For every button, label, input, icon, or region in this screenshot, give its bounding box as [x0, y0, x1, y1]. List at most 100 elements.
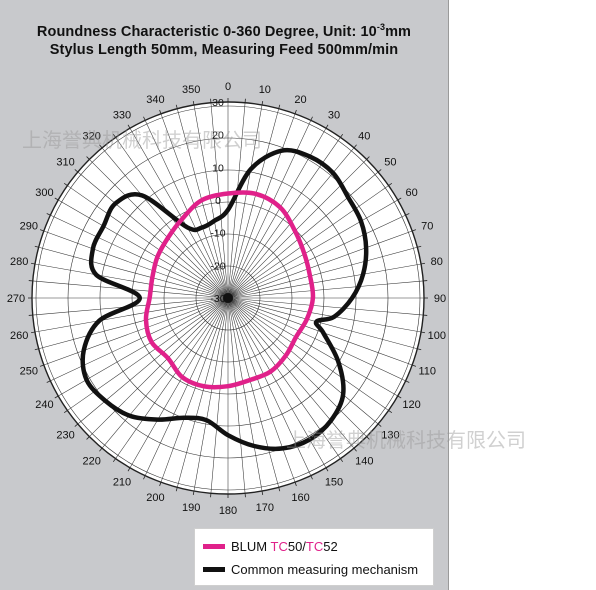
grid-spoke: [144, 120, 229, 299]
grid-outer-tick: [39, 229, 44, 232]
angle-tick-label: 30: [328, 109, 340, 121]
grid-spoke: [177, 297, 229, 488]
angle-tick-label: 60: [405, 187, 417, 199]
grid-outer-tick: [34, 245, 39, 248]
grid-outer-tick: [143, 475, 146, 480]
grid-spoke: [129, 297, 229, 468]
angle-tick-label: 350: [182, 84, 200, 96]
legend-label-common: Common measuring mechanism: [231, 561, 419, 577]
grid-outer-tick: [353, 144, 357, 149]
angle-tick-label: 150: [325, 477, 343, 489]
grid-outer-tick: [366, 436, 370, 440]
grid-spoke: [129, 128, 229, 299]
legend-item-blum: BLUM TC50/TC52: [203, 536, 338, 556]
grid-outer-tick: [294, 482, 297, 487]
grid-outer-tick: [46, 213, 51, 216]
grid-outer-tick: [310, 116, 313, 121]
grid-outer-tick: [30, 331, 36, 334]
angle-tick-label: 90: [434, 293, 446, 305]
grid-spoke: [227, 280, 424, 299]
radial-tick-label: -30: [210, 293, 225, 305]
grid-outer-tick: [34, 348, 39, 351]
grid-spoke: [227, 104, 263, 299]
grid-spoke: [227, 297, 296, 483]
angle-tick-label: 340: [146, 94, 164, 106]
legend-swatch-blum: [203, 543, 225, 549]
chart-title-line2: Stylus Length 50mm, Measuring Feed 500mm…: [49, 42, 399, 58]
grid-outer-tick: [397, 197, 402, 201]
chart-panel: Roundness Characteristic 0-360 Degree, U…: [0, 0, 526, 590]
radial-tick-label: 30: [212, 97, 224, 109]
grid-outer-tick: [159, 109, 162, 114]
grid-outer-tick: [175, 487, 178, 492]
grid-spoke: [227, 247, 418, 299]
grid-outer-tick: [417, 348, 422, 351]
grid-outer-tick: [377, 169, 382, 173]
grid-spoke: [89, 297, 229, 437]
angle-tick-label: 0: [225, 81, 231, 93]
grid-outer-tick: [127, 467, 131, 472]
legend-label-blum: BLUM TC50/TC52: [231, 538, 338, 554]
watermark-bottom: 上海誉典机械科技有限公司: [286, 430, 526, 452]
polar-chart: 0 102030405060708090100110120130140150160…: [7, 81, 446, 517]
grid-outer-tick: [412, 364, 417, 367]
grid-spoke: [193, 297, 229, 492]
angle-tick-label: 120: [402, 399, 420, 411]
grid-spoke: [89, 159, 229, 299]
grid-spoke: [101, 297, 229, 449]
grid-outer-tick: [63, 182, 68, 186]
grid-outer-tick: [417, 245, 422, 248]
radial-tick-label: -20: [210, 260, 225, 272]
legend: BLUM TC50/TC52 Common measuring mechanis…: [194, 528, 434, 586]
grid-spoke: [227, 297, 367, 437]
grid-spoke: [227, 297, 355, 449]
angle-tick-label: 230: [56, 429, 74, 441]
grid-spoke: [227, 113, 296, 299]
grid-spoke: [227, 297, 422, 333]
angle-tick-label: 240: [35, 399, 53, 411]
grid-spoke: [227, 214, 406, 299]
grid-spoke: [227, 297, 389, 411]
angle-tick-label: 310: [56, 157, 74, 169]
grid-spoke: [227, 297, 263, 492]
angle-tick-label: 80: [431, 256, 443, 268]
grid-spoke: [227, 297, 424, 316]
grid-outer-tick: [278, 487, 281, 492]
grid-spoke: [144, 297, 229, 476]
grid-outer-tick: [39, 364, 44, 367]
grid-outer-tick: [30, 262, 36, 265]
grid-outer-tick: [388, 182, 393, 186]
grid-outer-tick: [261, 100, 264, 106]
grid-spoke: [67, 185, 229, 299]
grid-spoke: [193, 104, 229, 299]
grid-spoke: [227, 297, 246, 494]
grid-spoke: [38, 247, 229, 299]
grid-spoke: [210, 297, 229, 494]
angle-tick-label: 160: [291, 492, 309, 504]
angle-tick-label: 40: [358, 131, 370, 143]
angle-tick-label: 290: [20, 220, 38, 232]
grid-outer-tick: [261, 490, 264, 496]
grid-spoke: [227, 297, 398, 397]
center-hub: [223, 293, 233, 303]
grid-outer-tick: [86, 156, 90, 160]
legend-item-common: Common measuring mechanism: [203, 559, 418, 579]
grid-outer-tick: [405, 380, 410, 383]
grid-outer-tick: [112, 133, 116, 138]
grid-spoke: [227, 297, 279, 488]
grid-outer-tick: [54, 395, 59, 399]
angle-tick-label: 260: [10, 330, 28, 342]
grid-outer-tick: [412, 229, 417, 232]
grid-spoke: [115, 297, 229, 459]
grid-outer-tick: [112, 458, 116, 463]
radial-tick-label: 20: [212, 130, 224, 142]
radial-tick-label: -10: [210, 228, 225, 240]
legend-swatch-common: [203, 566, 225, 572]
grid-spoke: [227, 230, 413, 299]
grid-spoke: [227, 297, 418, 349]
angle-tick-label: 110: [418, 366, 436, 378]
grid-outer-tick: [192, 100, 195, 106]
angle-tick-label: 140: [355, 455, 373, 467]
grid-spoke: [227, 108, 279, 299]
grid-outer-tick: [340, 133, 344, 138]
